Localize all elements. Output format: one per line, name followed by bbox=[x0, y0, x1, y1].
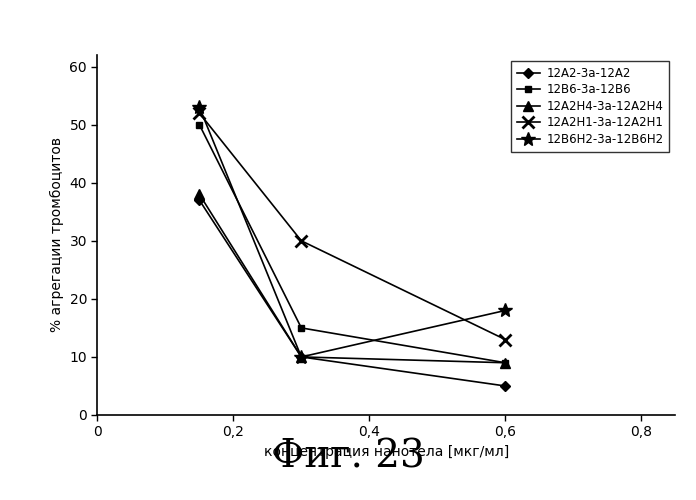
Text: Фиг. 23: Фиг. 23 bbox=[271, 438, 425, 475]
Line: 12A2H1-3a-12A2H1: 12A2H1-3a-12A2H1 bbox=[193, 108, 511, 345]
12B6-3a-12B6 bbox=[501, 360, 509, 366]
12A2H4-3a-12A2H4 bbox=[501, 360, 509, 366]
Legend: 12A2-3a-12A2, 12B6-3a-12B6, 12A2H4-3a-12A2H4, 12A2H1-3a-12A2H1, 12B6H2-3a-12B6H2: 12A2-3a-12A2, 12B6-3a-12B6, 12A2H4-3a-12… bbox=[511, 61, 670, 152]
12B6H2-3a-12B6H2 bbox=[501, 308, 509, 314]
Line: 12B6-3a-12B6: 12B6-3a-12B6 bbox=[196, 121, 509, 366]
12B6H2-3a-12B6H2 bbox=[297, 354, 306, 360]
Y-axis label: % агрегации тромбоцитов: % агрегации тромбоцитов bbox=[49, 138, 64, 332]
Line: 12A2H4-3a-12A2H4: 12A2H4-3a-12A2H4 bbox=[194, 190, 510, 368]
X-axis label: концентрация нанотела [мкг/мл]: концентрация нанотела [мкг/мл] bbox=[264, 445, 509, 459]
12A2-3a-12A2 bbox=[501, 383, 509, 389]
12B6H2-3a-12B6H2 bbox=[195, 104, 203, 110]
12A2H1-3a-12A2H1 bbox=[501, 336, 509, 342]
12A2H4-3a-12A2H4 bbox=[297, 354, 306, 360]
12B6-3a-12B6 bbox=[195, 122, 203, 128]
12A2H4-3a-12A2H4 bbox=[195, 192, 203, 198]
Line: 12B6H2-3a-12B6H2: 12B6H2-3a-12B6H2 bbox=[192, 100, 512, 364]
12A2-3a-12A2 bbox=[297, 354, 306, 360]
12A2-3a-12A2 bbox=[195, 197, 203, 203]
12A2H1-3a-12A2H1 bbox=[195, 110, 203, 116]
12B6-3a-12B6 bbox=[297, 325, 306, 331]
Line: 12A2-3a-12A2: 12A2-3a-12A2 bbox=[196, 196, 509, 390]
12A2H1-3a-12A2H1 bbox=[297, 238, 306, 244]
